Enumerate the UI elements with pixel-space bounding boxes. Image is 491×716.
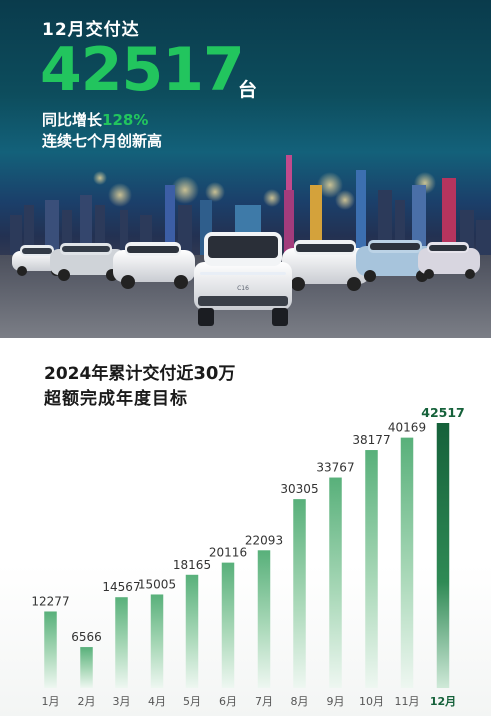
value-label-11月: 40169: [388, 421, 426, 435]
car-badge: C16: [237, 285, 249, 292]
x-label-1月: 1月: [42, 695, 60, 708]
bar-7月: [257, 550, 271, 688]
bar-10月: [365, 450, 378, 688]
hero-title: 12月交付达: [42, 20, 140, 40]
chart-title-prefix: 2024年累计交付近: [44, 364, 194, 384]
chart-title-suffix: 万: [218, 364, 236, 384]
yoy-growth: 同比增长128%: [42, 109, 148, 130]
x-label-12月: 12月: [430, 695, 456, 708]
value-label-12月: 42517: [421, 405, 465, 420]
bars: [44, 423, 450, 688]
value-label-7月: 22093: [245, 533, 283, 547]
bar-8月: [293, 499, 306, 688]
value-label-3月: 14567: [102, 580, 140, 594]
value-label-10月: 38177: [352, 433, 390, 447]
x-label-9月: 9月: [327, 695, 345, 708]
bar-11月: [400, 437, 414, 688]
x-label-3月: 3月: [113, 695, 131, 708]
skyline: [10, 155, 491, 255]
value-label-5月: 18165: [173, 558, 211, 572]
delivery-unit: 台: [238, 79, 258, 101]
bar-12月: [436, 423, 450, 688]
streak-text: 连续七个月创新高: [42, 132, 163, 150]
bar-3月: [115, 597, 128, 688]
yoy-prefix: 同比增长: [42, 111, 103, 129]
value-label-1月: 12277: [31, 594, 69, 608]
delivery-count: 42517: [40, 35, 245, 105]
value-label-9月: 33767: [316, 461, 354, 475]
chart-subtitle: 超额完成年度目标: [44, 389, 188, 409]
car-fleet: C16: [12, 232, 480, 326]
chart-title: 2024年累计交付近30万: [44, 359, 235, 384]
x-label-7月: 7月: [255, 695, 273, 708]
bar-4月: [150, 594, 164, 688]
value-label-6月: 20116: [209, 546, 247, 560]
hero-banner: C16 12月交付达 42517 台 同比增长128% 连续七个月创新高: [0, 0, 491, 338]
yoy-value: 128%: [102, 111, 149, 129]
value-label-8月: 30305: [280, 482, 318, 496]
x-label-6月: 6月: [219, 695, 237, 708]
bar-2月: [80, 647, 93, 688]
x-label-11月: 11月: [395, 695, 420, 708]
chart-title-number: 30: [193, 363, 219, 384]
bar-5月: [185, 574, 199, 688]
hero-car: C16: [194, 232, 292, 326]
bar-6月: [221, 562, 235, 688]
x-label-4月: 4月: [148, 695, 166, 708]
value-label-4月: 15005: [138, 577, 176, 591]
value-label-2月: 6566: [71, 630, 102, 644]
x-label-5月: 5月: [183, 695, 201, 708]
x-axis-labels: 1月 2月 3月 4月 5月 6月 7月 8月 9月 10月 11月 12月: [42, 695, 457, 708]
bar-1月: [44, 611, 57, 688]
x-label-2月: 2月: [78, 695, 96, 708]
x-label-8月: 8月: [291, 695, 309, 708]
bar-9月: [329, 477, 342, 688]
city-night-illustration: C16: [0, 155, 491, 338]
x-label-10月: 10月: [359, 695, 384, 708]
